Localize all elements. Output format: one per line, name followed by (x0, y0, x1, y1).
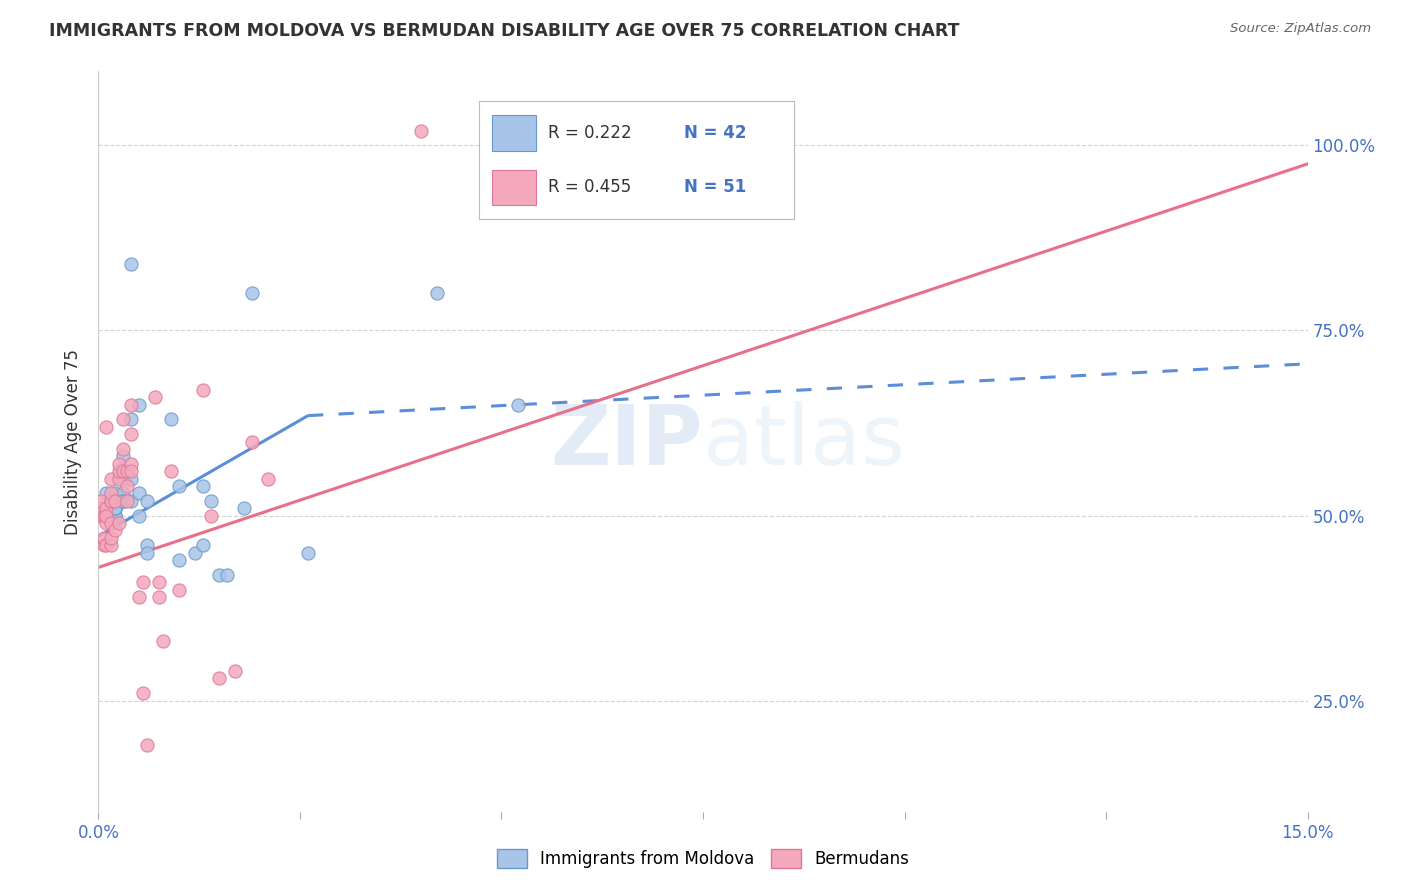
Point (103, 508, 125, 523)
Point (120, 464, 142, 478)
Point (120, 398, 142, 412)
Point (111, 442, 134, 456)
Point (100, 471, 122, 485)
Point (90, 508, 112, 523)
Point (160, 464, 183, 478)
Point (184, 545, 207, 560)
Point (111, 471, 134, 485)
Point (167, 479, 190, 493)
Point (100, 538, 122, 552)
Point (107, 457, 129, 471)
Text: Source: ZipAtlas.com: Source: ZipAtlas.com (1230, 22, 1371, 36)
Point (232, 501, 254, 516)
Point (96, 501, 118, 516)
Text: ZIP: ZIP (551, 401, 703, 482)
Point (115, 493, 138, 508)
Point (128, 508, 150, 523)
Point (200, 508, 222, 523)
Point (96, 508, 118, 523)
Point (217, 567, 239, 582)
Point (120, 412, 142, 426)
Point (103, 508, 125, 523)
Point (103, 486, 125, 500)
Point (111, 493, 134, 508)
Point (200, 493, 222, 508)
Point (107, 471, 129, 485)
Point (115, 464, 138, 478)
Point (93, 508, 115, 523)
Point (90, 501, 112, 516)
Point (143, 390, 166, 404)
Text: IMMIGRANTS FROM MOLDOVA VS BERMUDAN DISABILITY AGE OVER 75 CORRELATION CHART: IMMIGRANTS FROM MOLDOVA VS BERMUDAN DISA… (49, 22, 960, 40)
Point (120, 471, 142, 485)
Point (160, 412, 183, 426)
Point (100, 493, 122, 508)
Point (100, 516, 122, 530)
Point (224, 664, 246, 678)
Point (167, 553, 190, 567)
Point (107, 464, 129, 478)
Point (103, 501, 125, 516)
Point (100, 493, 122, 508)
Point (148, 575, 170, 590)
Point (193, 479, 215, 493)
Point (297, 545, 319, 560)
Point (103, 501, 125, 516)
Point (135, 493, 157, 508)
Point (103, 508, 125, 523)
Point (128, 590, 150, 604)
Point (240, 286, 263, 301)
Point (96, 538, 118, 552)
Point (120, 427, 142, 442)
Point (103, 493, 125, 508)
Point (96, 516, 118, 530)
Y-axis label: Disability Age Over 75: Disability Age Over 75 (65, 349, 83, 534)
Point (111, 464, 134, 478)
Point (152, 634, 174, 648)
Point (426, 286, 449, 301)
Point (132, 686, 155, 700)
Point (107, 516, 129, 530)
Point (111, 412, 134, 426)
Point (167, 582, 190, 597)
Point (93, 531, 115, 545)
Point (128, 486, 150, 500)
Point (135, 738, 157, 752)
Point (103, 501, 125, 516)
Point (111, 493, 134, 508)
Point (135, 545, 157, 560)
Point (103, 501, 125, 516)
Point (96, 419, 118, 434)
Text: atlas: atlas (703, 401, 904, 482)
Point (96, 501, 118, 516)
Point (111, 464, 134, 478)
Point (208, 672, 231, 686)
Point (111, 450, 134, 464)
Point (132, 575, 155, 590)
Point (120, 493, 142, 508)
Point (120, 457, 142, 471)
Point (208, 567, 231, 582)
Point (103, 524, 125, 538)
Point (93, 538, 115, 552)
Point (148, 590, 170, 604)
Point (96, 486, 118, 500)
Point (100, 531, 122, 545)
Point (193, 383, 215, 397)
Point (409, 123, 432, 137)
Point (115, 479, 138, 493)
Point (103, 501, 125, 516)
Point (135, 538, 157, 552)
Point (100, 486, 122, 500)
Point (111, 486, 134, 500)
Point (193, 538, 215, 552)
Point (120, 257, 142, 271)
Point (506, 398, 529, 412)
Point (111, 493, 134, 508)
Point (240, 434, 263, 449)
Point (256, 471, 278, 485)
Point (128, 398, 150, 412)
Legend: Immigrants from Moldova, Bermudans: Immigrants from Moldova, Bermudans (491, 842, 915, 875)
Point (90, 493, 112, 508)
